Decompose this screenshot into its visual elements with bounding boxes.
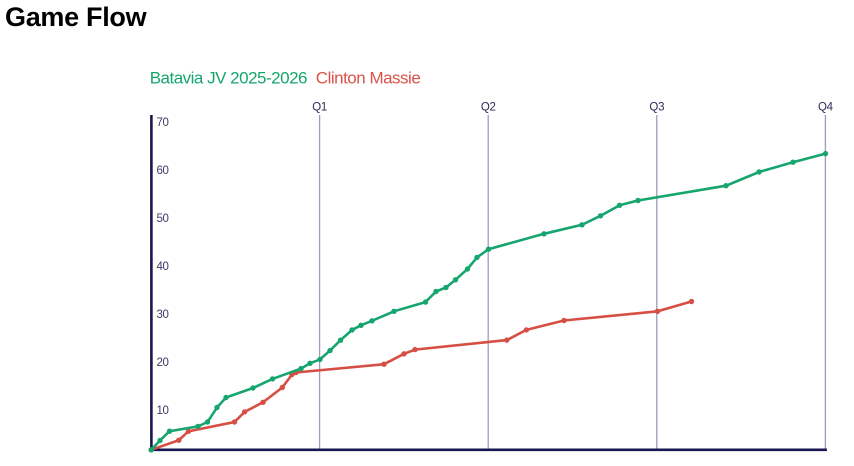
svg-text:60: 60 (157, 165, 169, 177)
svg-text:50: 50 (157, 213, 169, 225)
svg-text:Q4: Q4 (818, 102, 834, 114)
svg-text:10: 10 (157, 405, 169, 417)
svg-text:70: 70 (157, 117, 169, 129)
svg-text:Batavia JV 2025-2026: Batavia JV 2025-2026 (150, 69, 307, 88)
svg-text:Q3: Q3 (649, 102, 664, 114)
svg-text:30: 30 (157, 309, 169, 321)
svg-text:40: 40 (157, 261, 169, 273)
svg-text:20: 20 (157, 357, 169, 369)
svg-text:Clinton Massie: Clinton Massie (316, 69, 421, 88)
svg-text:Q1: Q1 (312, 102, 327, 114)
svg-text:Q2: Q2 (481, 102, 496, 114)
